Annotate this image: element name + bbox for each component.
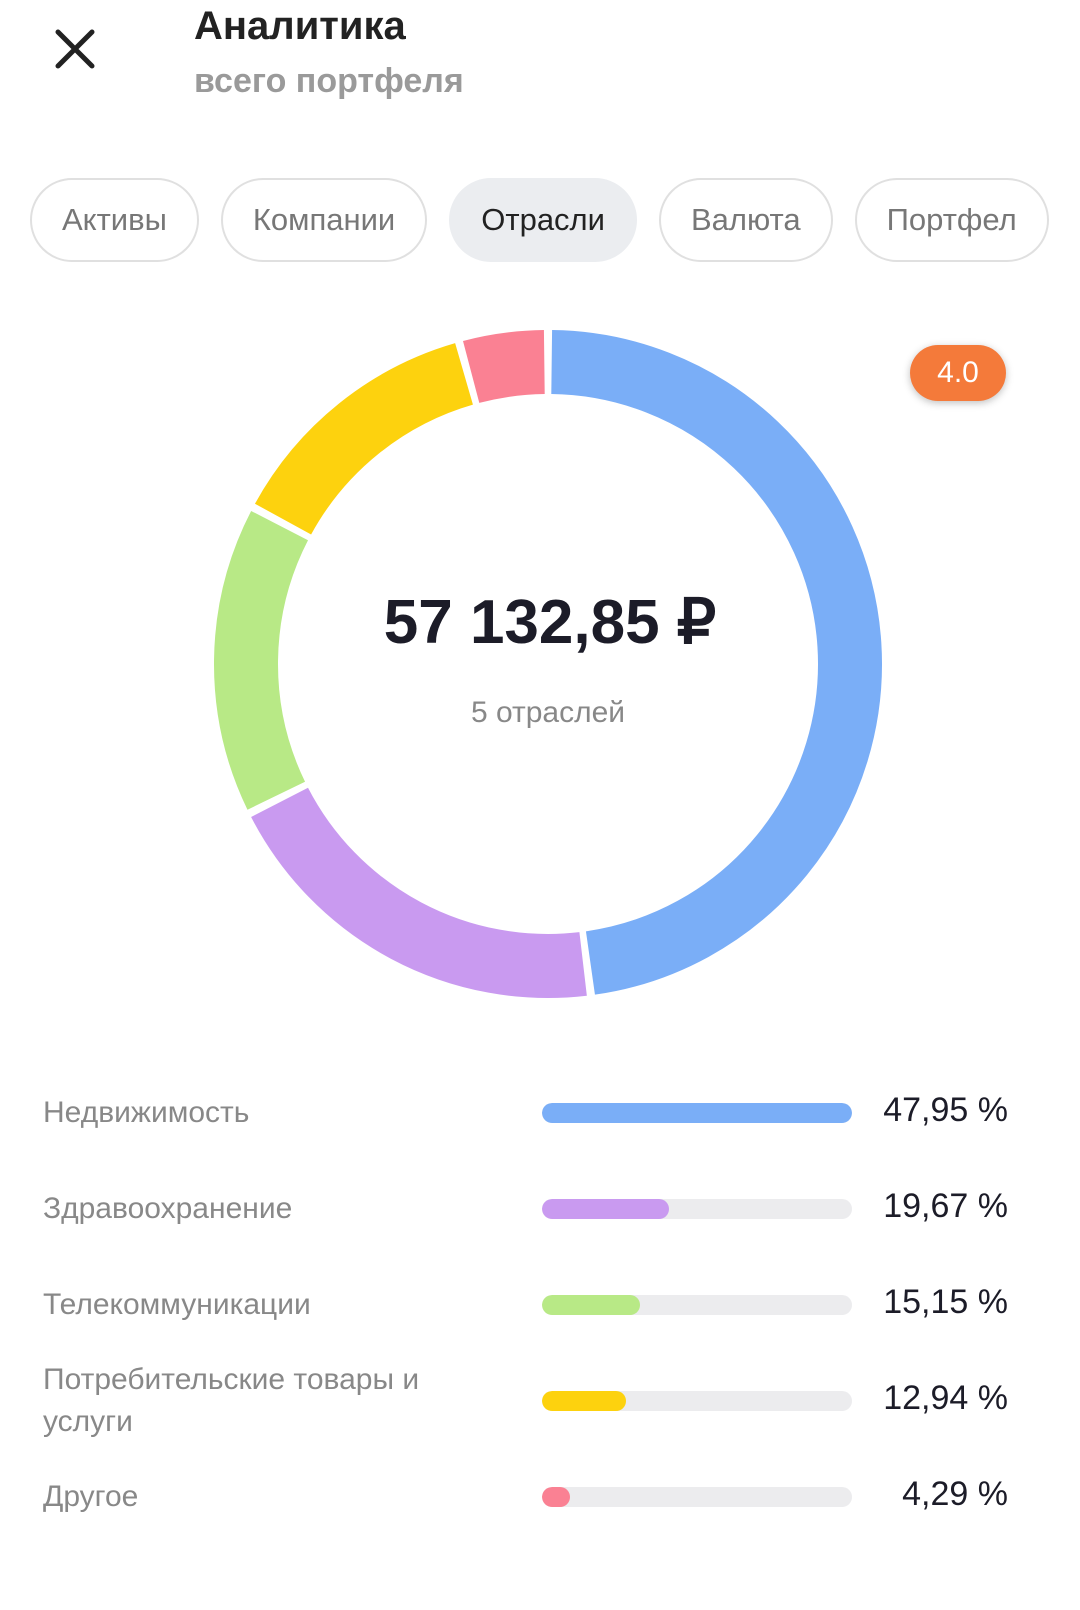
bar (542, 1103, 852, 1123)
bar (542, 1487, 570, 1507)
bar (542, 1295, 640, 1315)
bar-track (542, 1487, 852, 1507)
value-label: 15,15 % (883, 1283, 1008, 1321)
bar-track (542, 1391, 852, 1411)
category-label: Потребительские товары и услуги (43, 1363, 420, 1438)
category-label: Недвижимость (43, 1096, 250, 1129)
tab[interactable]: Валюта (658, 178, 833, 262)
total-subtitle: 5 отраслей (471, 696, 625, 729)
category-label: Телекоммуникации (43, 1288, 311, 1321)
legend-row: Недвижимость 47,95 % (0, 1065, 1080, 1161)
title: Аналитика (194, 4, 406, 48)
subtitle: всего портфеля (194, 62, 464, 100)
bar-track (542, 1103, 852, 1123)
legend-row: Другое 4,29 % (0, 1449, 1080, 1545)
tab[interactable]: Компании (220, 178, 428, 262)
tab[interactable]: Активы (30, 178, 199, 262)
bar-track (542, 1295, 852, 1315)
donut-segment (214, 510, 309, 810)
donut-segment (551, 330, 882, 995)
badge[interactable]: 4.0 (910, 345, 1006, 401)
category-label: Здравоохранение (43, 1192, 293, 1225)
legend-row: Потребительские товары и услуги 12,94 % (0, 1353, 1080, 1449)
category-label: Другое (43, 1480, 139, 1513)
value-label: 4,29 % (902, 1475, 1008, 1513)
legend-row: Здравоохранение 19,67 % (0, 1161, 1080, 1257)
bar-track (542, 1199, 852, 1219)
tabs: Активы Компании Отрасли Валюта Портфел (30, 178, 1049, 262)
donut-segment (463, 330, 546, 404)
value-label: 12,94 % (883, 1379, 1008, 1417)
legend-list: Недвижимость 47,95 % Здравоохранение 19,67 … (0, 1065, 1080, 1545)
total-value: 57 132,85 ₽ (384, 588, 717, 657)
tab[interactable]: Портфел (854, 178, 1049, 262)
value-label: 47,95 % (883, 1091, 1008, 1129)
tab[interactable]: Отрасли (449, 178, 637, 262)
donut-segment (254, 343, 474, 535)
bar (542, 1199, 670, 1219)
close-button[interactable] (50, 24, 100, 74)
donut-chart: 57 132,85 ₽ 5 отраслей (214, 330, 882, 998)
bar (542, 1391, 626, 1411)
donut-segment (251, 787, 587, 998)
value-label: 19,67 % (883, 1187, 1008, 1225)
legend-row: Телекоммуникации 15,15 % (0, 1257, 1080, 1353)
